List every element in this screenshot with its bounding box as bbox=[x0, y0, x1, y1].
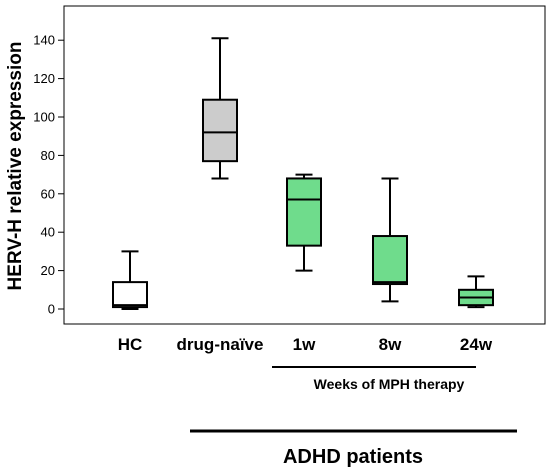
category-labels: HC drug-naïve 1w 8w 24w bbox=[118, 335, 493, 354]
category-label: 1w bbox=[293, 335, 316, 354]
category-label: 8w bbox=[379, 335, 402, 354]
box-8w bbox=[372, 177, 408, 303]
iqr-box bbox=[372, 235, 408, 286]
box-drug-naïve bbox=[202, 37, 238, 180]
y-tick-label: 100 bbox=[33, 110, 55, 125]
adhd-group-label: ADHD patients bbox=[283, 446, 423, 468]
mph-group-label: Weeks of MPH therapy bbox=[314, 376, 465, 392]
y-axis-label: HERV-H relative expression bbox=[5, 42, 26, 291]
category-label: 24w bbox=[460, 335, 493, 354]
y-tick-label: 0 bbox=[48, 302, 55, 317]
y-tick-label: 60 bbox=[41, 186, 55, 201]
y-tick-label: 40 bbox=[41, 225, 55, 240]
iqr-box bbox=[286, 177, 322, 247]
y-tick-label: 120 bbox=[33, 71, 55, 86]
box-1w bbox=[286, 173, 322, 272]
iqr-box bbox=[202, 98, 238, 163]
boxes bbox=[112, 37, 494, 310]
y-axis: 0 20 40 60 80 100 120 140 bbox=[33, 33, 64, 317]
box-24w bbox=[458, 275, 494, 309]
y-tick-label: 140 bbox=[33, 33, 55, 48]
plot-area-frame bbox=[63, 5, 546, 325]
iqr-box bbox=[112, 281, 148, 309]
y-tick-label: 80 bbox=[41, 148, 55, 163]
category-label: HC bbox=[118, 335, 143, 354]
y-tick-label: 20 bbox=[41, 263, 55, 278]
box-HC bbox=[112, 250, 148, 310]
category-label: drug-naïve bbox=[177, 335, 264, 354]
